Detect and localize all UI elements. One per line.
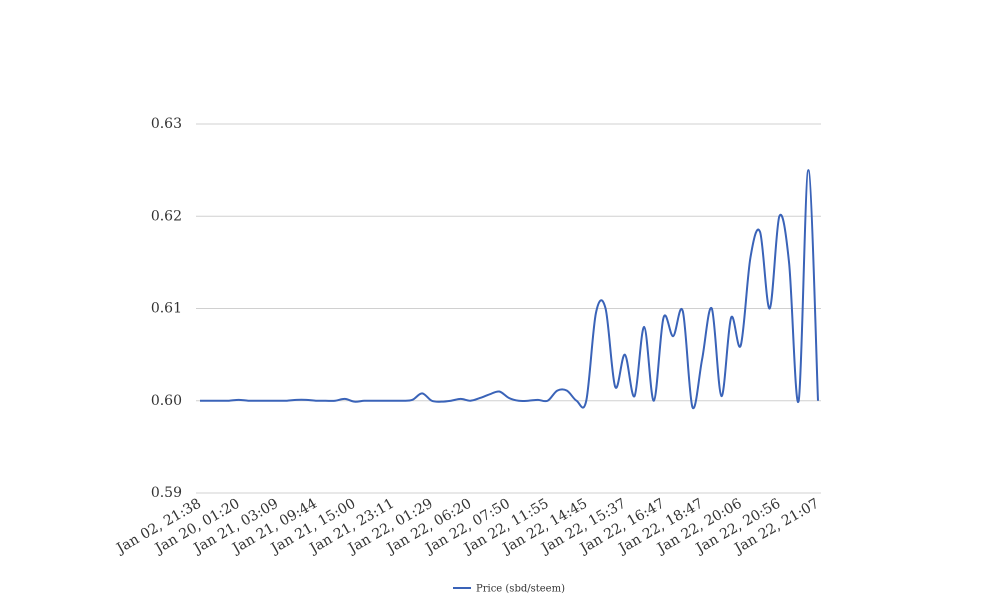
y-tick-label: 0.59 [151,485,182,501]
legend-label: Price (sbd/steem) [476,584,565,595]
y-tick-label: 0.62 [151,208,182,224]
y-tick-label: 0.60 [151,393,182,409]
y-tick-label: 0.61 [151,301,182,317]
price-line [200,169,819,410]
y-tick-label: 0.63 [151,116,182,132]
